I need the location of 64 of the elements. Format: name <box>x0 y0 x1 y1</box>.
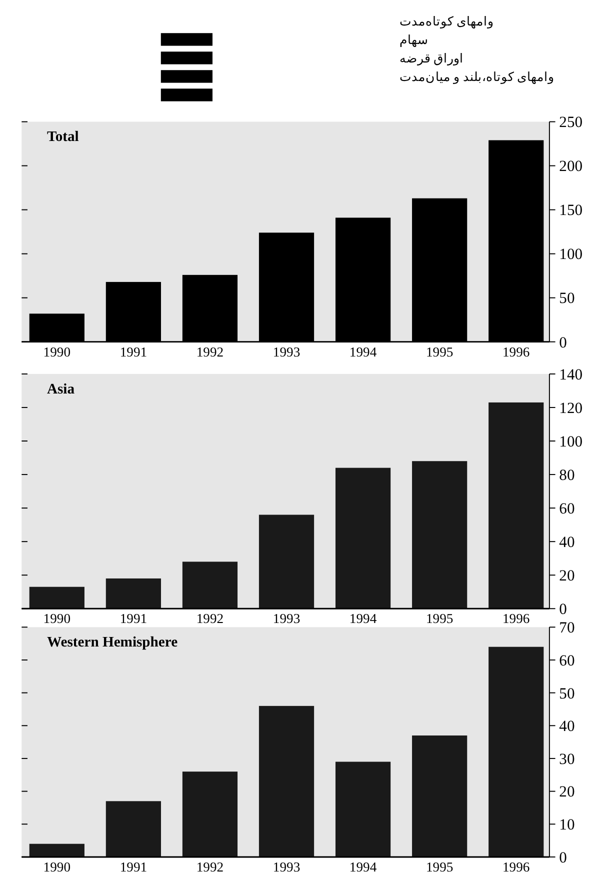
x-tick-label: 1995 <box>426 344 454 360</box>
x-tick-label: 1996 <box>502 344 530 360</box>
bar <box>29 586 84 609</box>
bar <box>106 578 161 609</box>
x-tick-label: 1992 <box>196 344 224 360</box>
x-tick-label: 1996 <box>502 860 530 875</box>
bar <box>488 402 544 609</box>
x-tick-label: 1991 <box>120 860 148 875</box>
x-tick-label: 1991 <box>120 611 148 626</box>
bar <box>258 514 314 609</box>
text: اوراق قرضه <box>399 51 464 66</box>
y-tick-label: 60 <box>559 652 575 670</box>
y-tick-label: 200 <box>559 158 583 176</box>
text: وامهای کوتاه‌مدت <box>399 14 494 30</box>
bar <box>335 762 391 857</box>
y-tick-label: 50 <box>559 290 575 308</box>
bar <box>412 735 468 857</box>
text: Asia <box>46 381 76 398</box>
y-tick-label: 60 <box>559 500 575 518</box>
bar <box>258 706 314 857</box>
y-tick-label: 120 <box>559 400 583 417</box>
x-tick-label: 1993 <box>272 611 300 626</box>
x-tick-label: 1990 <box>43 344 71 360</box>
bar <box>488 646 544 857</box>
y-tick-label: 250 <box>559 114 583 132</box>
y-tick-label: 150 <box>559 202 583 220</box>
text: Western Hemisphere <box>46 634 178 651</box>
y-tick-label: 0 <box>559 334 568 352</box>
y-tick-label: 100 <box>559 433 583 450</box>
x-tick-label: 1991 <box>120 344 148 360</box>
bar <box>335 468 391 609</box>
x-tick-label: 1995 <box>426 611 454 626</box>
bar <box>106 801 161 857</box>
y-tick-label: 40 <box>559 718 575 736</box>
text: Total <box>46 129 79 146</box>
x-tick-label: 1992 <box>196 611 224 626</box>
y-tick-label: 0 <box>559 601 568 618</box>
x-tick-label: 1990 <box>43 611 71 626</box>
y-tick-label: 40 <box>559 534 575 552</box>
y-tick-label: 70 <box>559 620 575 637</box>
y-tick-label: 30 <box>559 750 575 768</box>
y-tick-label: 80 <box>559 466 575 484</box>
x-tick-label: 1994 <box>349 344 377 360</box>
y-tick-label: 20 <box>559 568 575 585</box>
y-tick-label: 140 <box>559 366 583 384</box>
y-tick-label: 20 <box>559 784 575 801</box>
x-tick-label: 1990 <box>43 860 71 875</box>
bar <box>412 461 468 609</box>
x-tick-label: 1994 <box>349 611 377 626</box>
y-tick-label: 0 <box>559 849 568 866</box>
text: وامهای کوتاه،بلند و میان‌مدت <box>399 70 554 85</box>
x-tick-label: 1993 <box>272 860 300 875</box>
y-tick-label: 100 <box>559 246 583 264</box>
x-tick-label: 1992 <box>196 860 224 875</box>
y-tick-label: 10 <box>559 816 575 834</box>
x-tick-label: 1996 <box>502 611 530 626</box>
bar <box>182 562 238 609</box>
text: سهام <box>399 32 428 48</box>
bar <box>29 844 84 857</box>
x-tick-label: 1993 <box>272 344 300 360</box>
bar <box>182 772 238 857</box>
x-tick-label: 1995 <box>426 860 454 875</box>
y-tick-label: 50 <box>559 685 575 702</box>
x-tick-label: 1994 <box>349 860 377 875</box>
